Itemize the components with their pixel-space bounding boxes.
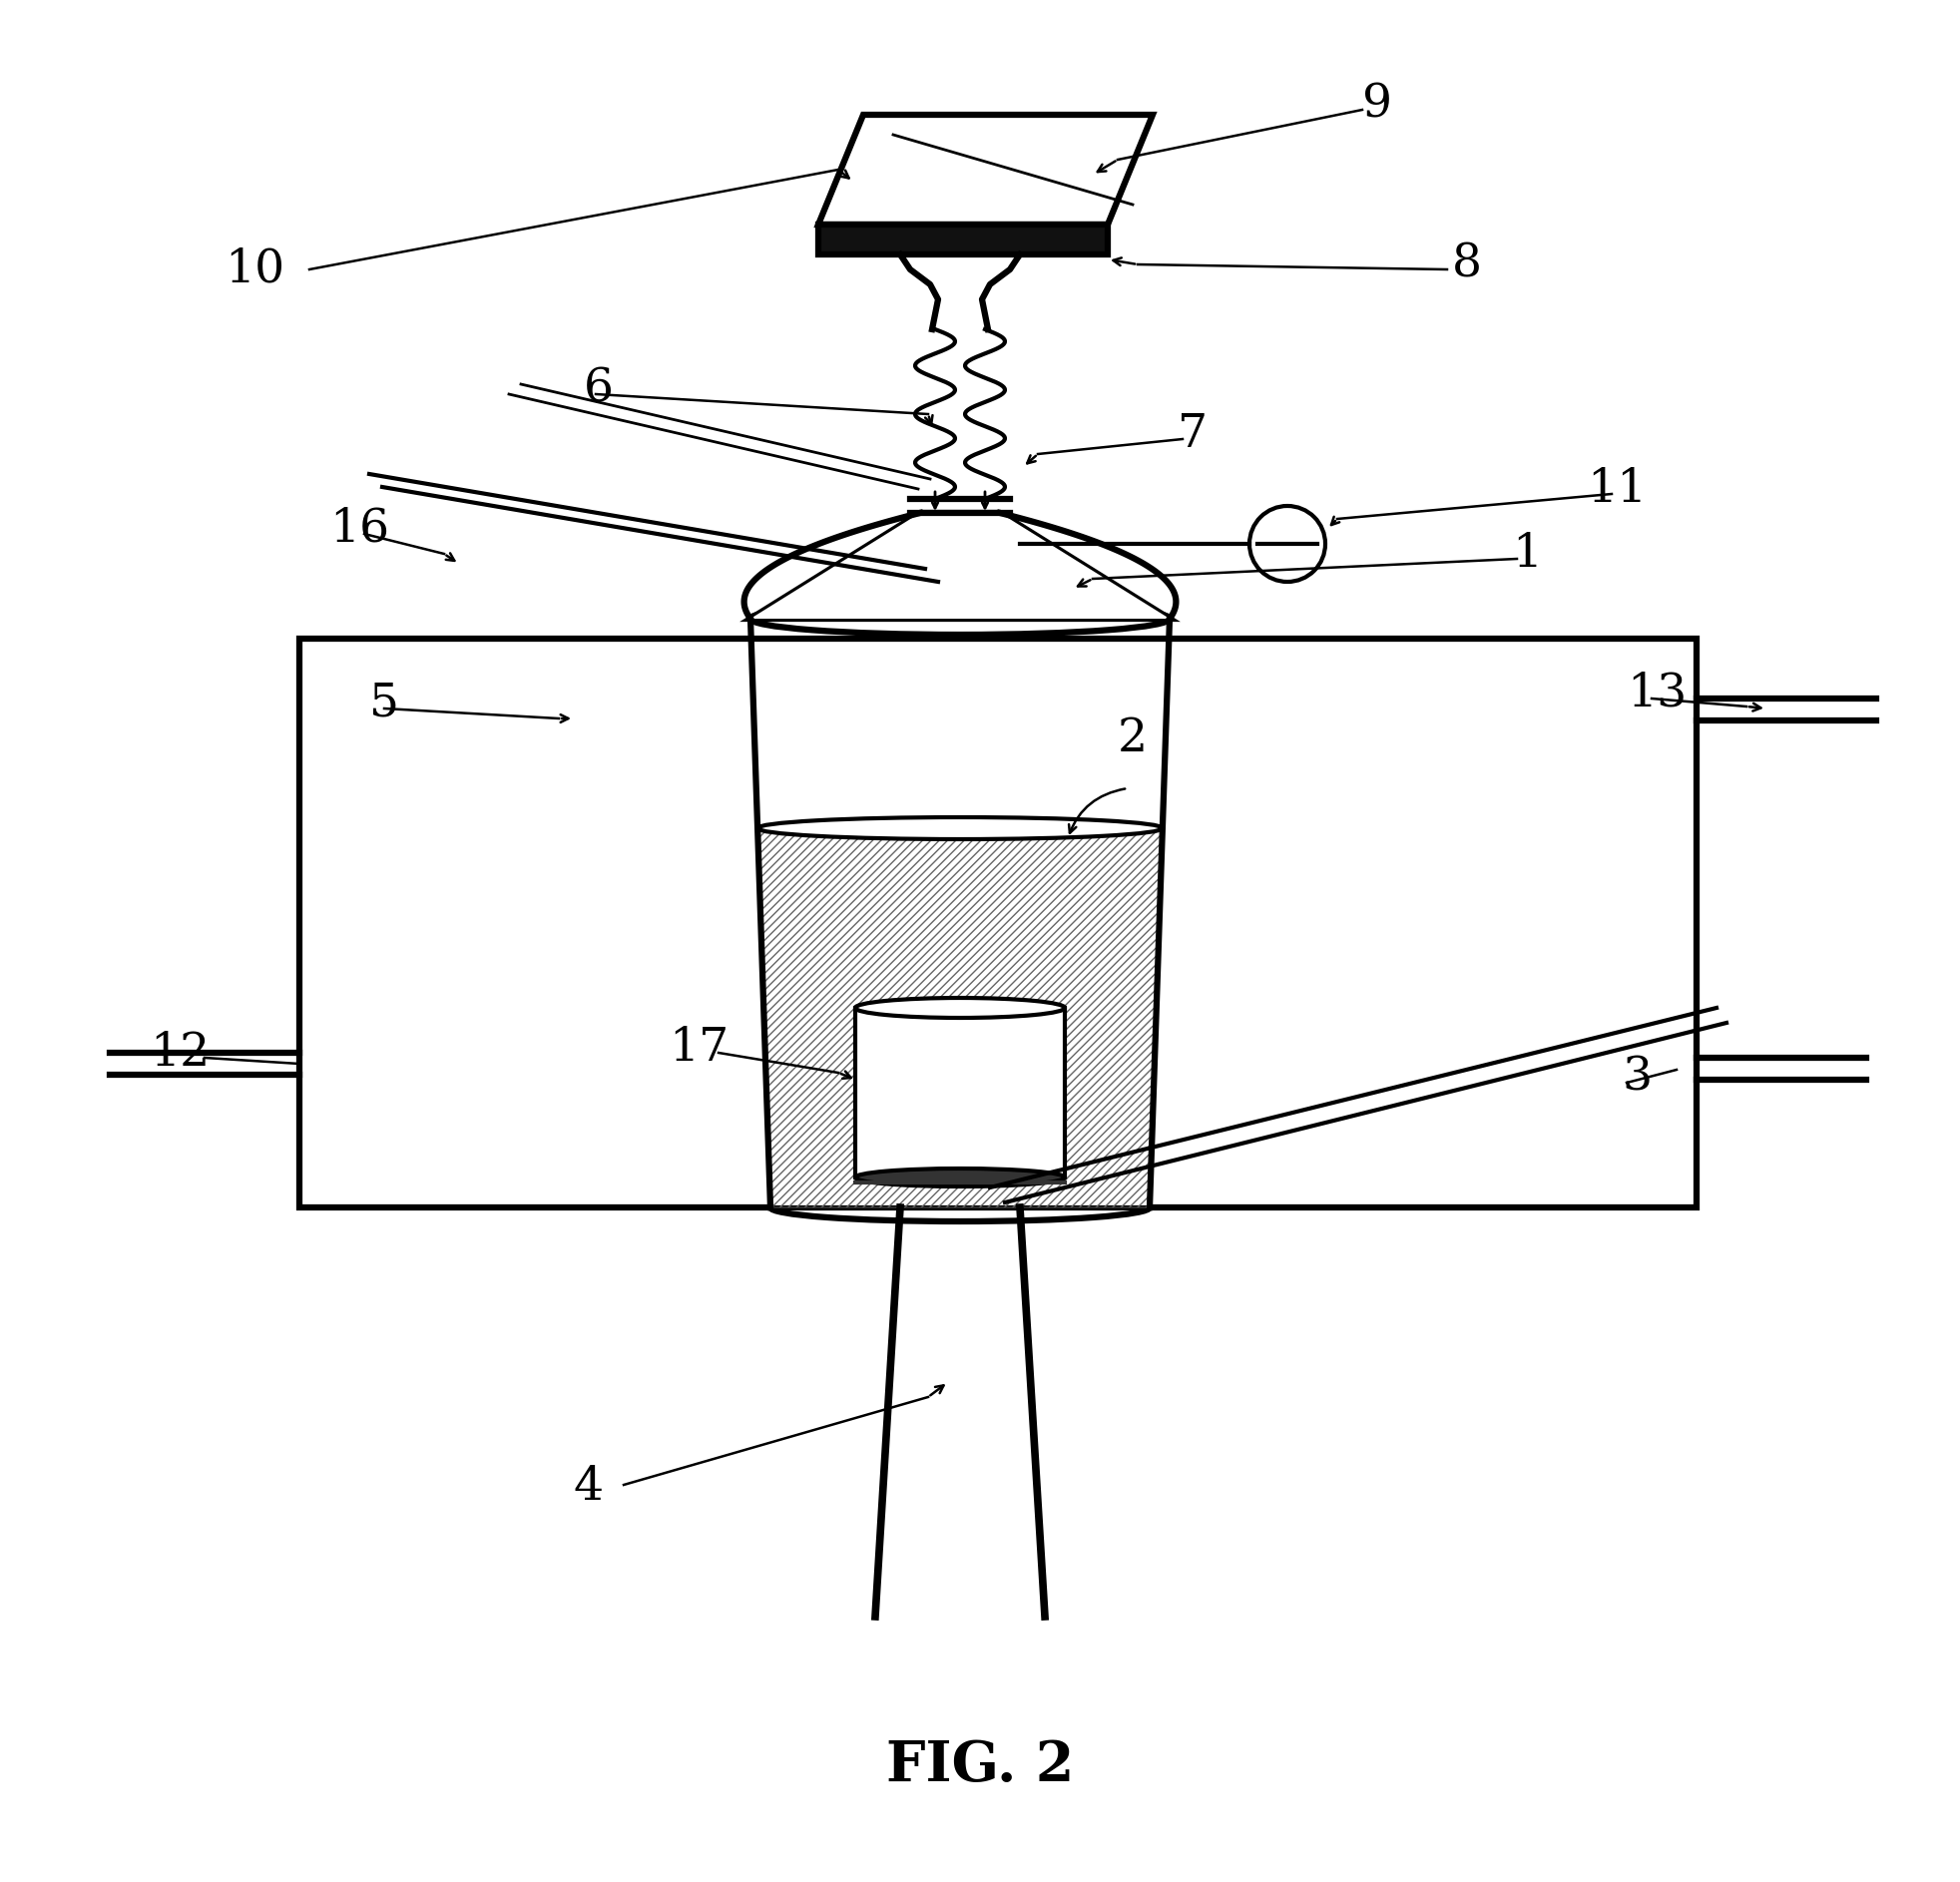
Circle shape — [1249, 506, 1325, 582]
Text: 5: 5 — [368, 681, 400, 726]
Polygon shape — [855, 1009, 1064, 1178]
Ellipse shape — [855, 997, 1064, 1018]
Text: 10: 10 — [223, 247, 284, 292]
Polygon shape — [751, 514, 1168, 619]
Polygon shape — [757, 828, 1162, 1208]
Text: 3: 3 — [1621, 1056, 1650, 1101]
Polygon shape — [751, 514, 1168, 619]
Text: 1: 1 — [1511, 531, 1541, 576]
Text: 8: 8 — [1450, 243, 1482, 288]
Text: FIG. 2: FIG. 2 — [886, 1739, 1074, 1794]
Text: 16: 16 — [329, 506, 390, 551]
Ellipse shape — [757, 817, 1162, 839]
Polygon shape — [817, 115, 1152, 224]
Ellipse shape — [770, 1193, 1149, 1221]
Text: 6: 6 — [584, 367, 613, 412]
Ellipse shape — [855, 1169, 1064, 1186]
Text: 12: 12 — [149, 1029, 210, 1075]
Ellipse shape — [751, 602, 1168, 634]
Text: 2: 2 — [1117, 715, 1147, 760]
Text: 13: 13 — [1625, 672, 1686, 717]
Text: 11: 11 — [1586, 467, 1646, 512]
Text: 4: 4 — [574, 1464, 604, 1509]
Text: 17: 17 — [668, 1026, 729, 1071]
Polygon shape — [817, 224, 1107, 254]
Text: 9: 9 — [1362, 83, 1392, 128]
Text: 7: 7 — [1176, 412, 1207, 457]
